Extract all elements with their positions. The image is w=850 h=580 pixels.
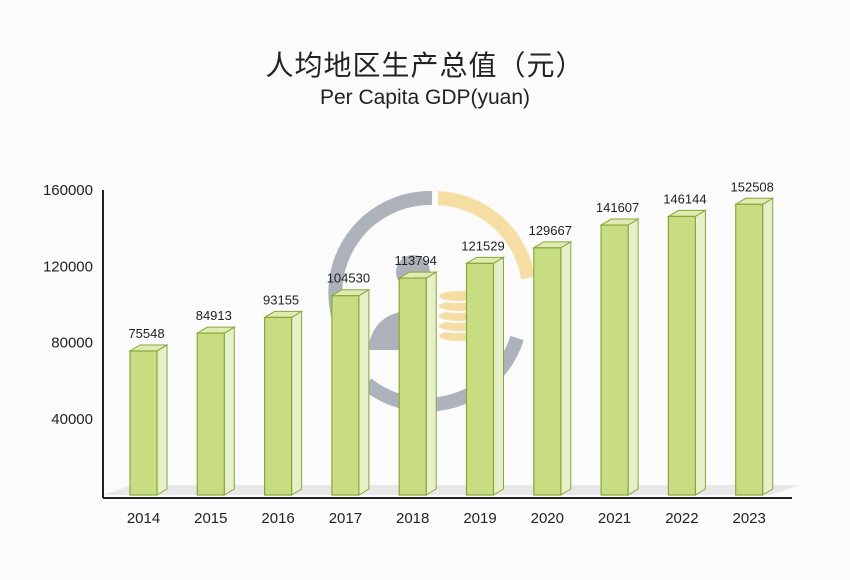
x-tick-label: 2015 [194, 510, 227, 527]
x-tick-label: 2021 [598, 510, 631, 527]
bar-front-face [667, 215, 697, 496]
y-tick-label: 40000 [51, 411, 93, 428]
bar-side-face [627, 218, 639, 496]
bar-2023 [733, 197, 775, 496]
bar-side-face [223, 326, 235, 496]
bar-front-face [600, 224, 629, 496]
x-tick-label: 2022 [665, 510, 698, 527]
bar-front-face [465, 262, 495, 496]
bar-2022 [666, 209, 708, 496]
data-label: 121529 [461, 238, 504, 253]
bar-2015 [195, 326, 237, 496]
x-tick-label: 2023 [733, 510, 766, 527]
data-label: 141607 [596, 200, 639, 215]
data-label: 152508 [731, 179, 774, 194]
bar-2017 [330, 288, 371, 496]
bar-side-face [156, 344, 168, 496]
bar-side-face [358, 288, 370, 496]
x-tick-label: 2019 [463, 510, 496, 527]
y-tick-label: 160000 [43, 182, 93, 199]
bar-front-face [533, 247, 562, 496]
bar-front-face [129, 350, 158, 496]
bar-2021 [599, 218, 640, 496]
y-tick-label: 120000 [43, 258, 93, 275]
bar-front-face [398, 277, 427, 496]
x-tick-label: 2018 [396, 510, 429, 527]
watermark-arc-yellow [437, 191, 535, 280]
data-label: 113794 [394, 253, 436, 268]
watermark-arc-gray-bottom [362, 335, 524, 412]
data-label: 84913 [196, 308, 232, 323]
data-label: 129667 [529, 223, 572, 238]
bar-side-face [425, 271, 437, 496]
bar-side-face [694, 209, 706, 496]
x-tick-label: 2017 [329, 510, 362, 527]
chart-title: 人均地区生产总值（元） [265, 49, 585, 82]
bar-2020 [531, 240, 573, 496]
data-label: 75548 [128, 326, 164, 341]
bar-side-face [560, 240, 572, 496]
bar-side-face [493, 256, 504, 496]
bar-side-face [762, 197, 774, 496]
x-tick-label: 2014 [127, 510, 160, 527]
data-label: 104530 [327, 271, 370, 286]
bar-2016 [262, 310, 304, 496]
data-label: 146144 [663, 191, 706, 206]
bar-front-face [264, 316, 293, 496]
bar-front-face [735, 203, 764, 496]
bar-2019 [464, 256, 506, 496]
data-label: 93155 [263, 292, 299, 307]
x-tick-label: 2020 [531, 510, 564, 527]
y-tick-label: 80000 [51, 335, 93, 352]
x-tick-label: 2016 [261, 510, 294, 527]
bar-2014 [128, 344, 169, 496]
bar-front-face [196, 332, 225, 496]
bar-2018 [397, 271, 439, 496]
bar-side-face [291, 310, 303, 496]
bar-front-face [331, 295, 360, 496]
chart-subtitle: Per Capita GDP(yuan) [319, 86, 531, 109]
